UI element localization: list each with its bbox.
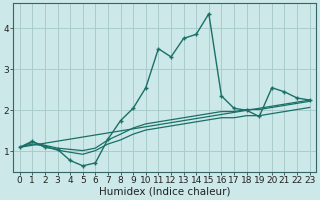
X-axis label: Humidex (Indice chaleur): Humidex (Indice chaleur) bbox=[99, 187, 230, 197]
